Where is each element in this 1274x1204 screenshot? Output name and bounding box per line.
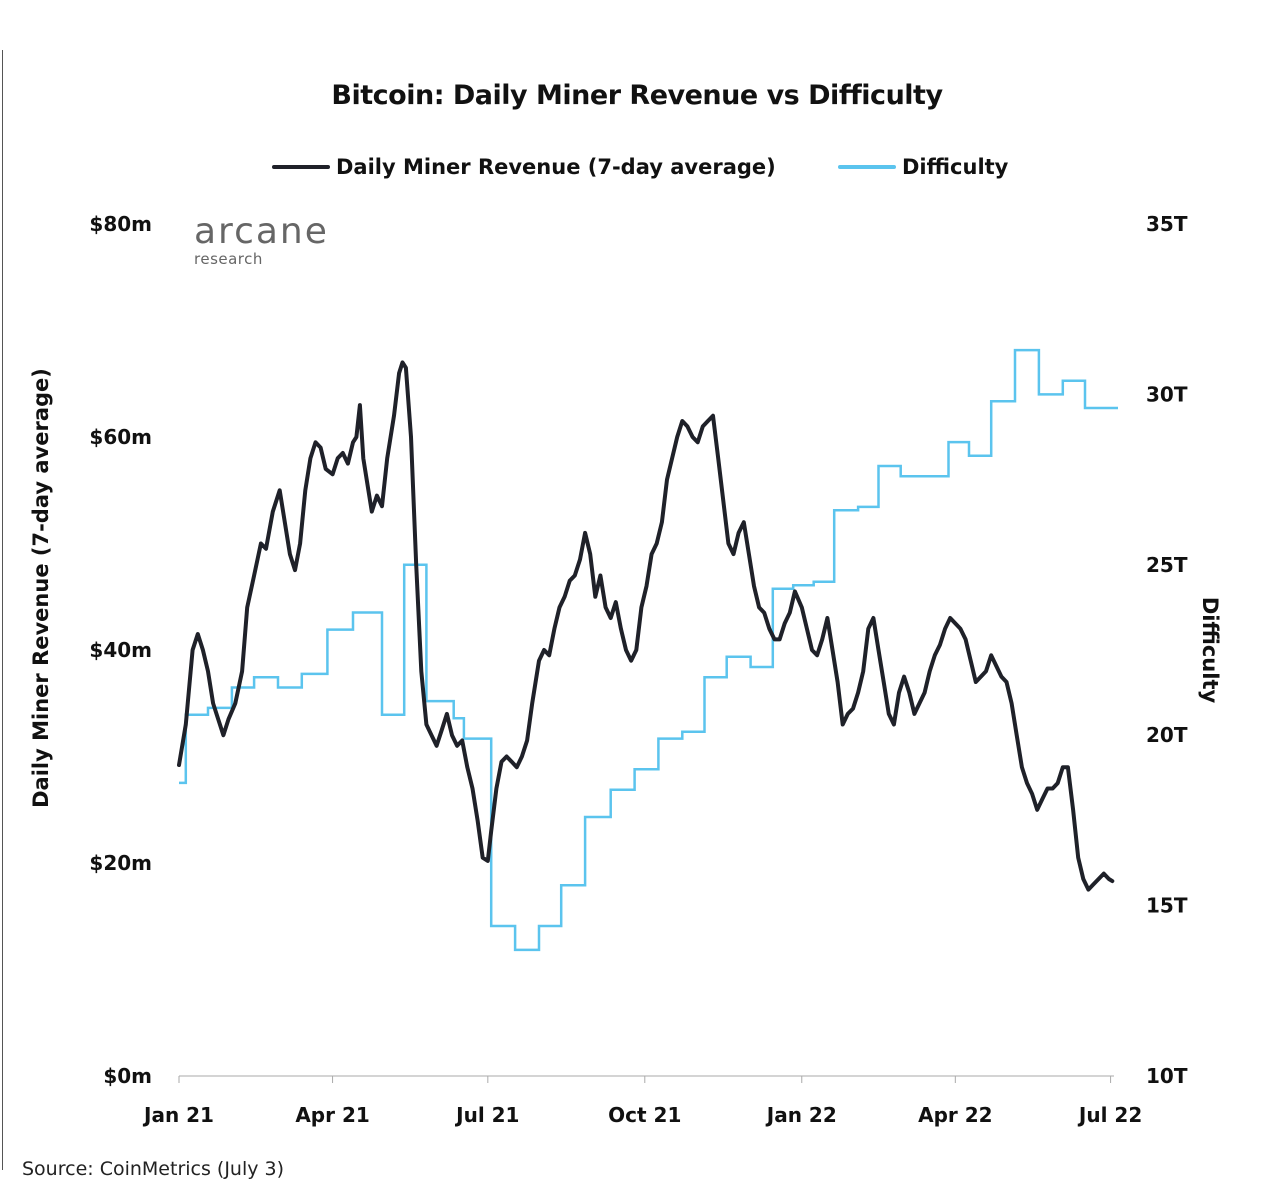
logo-subtitle: research [194,250,263,268]
arcane-research-logo: arcane research [194,211,329,268]
x-tick-label: Apr 22 [918,1103,992,1127]
source-note: Source: CoinMetrics (July 3) [22,1158,285,1180]
legend-label-difficulty: Difficulty [902,155,1009,179]
y-left-tick-label: $60m [89,425,152,449]
x-tick-label: Jan 21 [142,1103,214,1127]
difficulty-series-line [179,348,1118,952]
legend-swatch-difficulty [838,165,896,169]
legend: Daily Miner Revenue (7-day average) Diff… [0,150,1274,184]
y-right-tick-label: 10T [1146,1064,1188,1088]
y-axis-right-title: Difficulty [1198,597,1222,704]
legend-item-difficulty: Difficulty [838,150,1008,184]
y-right-tick-label: 20T [1146,723,1188,747]
y-right-tick-label: 30T [1146,382,1188,406]
x-tick-label: Jul 21 [454,1103,519,1127]
y-right-tick-label: 25T [1146,553,1188,577]
legend-label-revenue: Daily Miner Revenue (7-day average) [336,155,776,179]
y-axis-left-title: Daily Miner Revenue (7-day average) [29,368,53,808]
legend-swatch-revenue [272,165,330,169]
y-left-tick-label: $40m [89,638,152,662]
x-tick-label: Jan 22 [765,1103,837,1127]
chart-title: Bitcoin: Daily Miner Revenue vs Difficul… [331,80,943,111]
y-left-tick-label: $80m [89,212,152,236]
axes-group: Jan 21 Apr 21 Jul 21 Oct 21 Jan 22 Apr 22 Jul … [89,212,1187,1127]
y-left-tick-label: $0m [103,1064,152,1088]
y-right-tick-label: 15T [1146,894,1188,918]
x-tick-label: Apr 21 [295,1103,369,1127]
y-right-tick-label: 35T [1146,212,1188,236]
x-tick-label: Oct 21 [608,1103,681,1127]
x-tick-label: Jul 22 [1077,1103,1142,1127]
y-left-tick-label: $20m [89,851,152,875]
revenue-series-line [177,360,1115,892]
logo-wordmark: arcane [194,211,329,252]
left-border [2,50,3,1170]
legend-item-revenue: Daily Miner Revenue (7-day average) [272,150,776,184]
